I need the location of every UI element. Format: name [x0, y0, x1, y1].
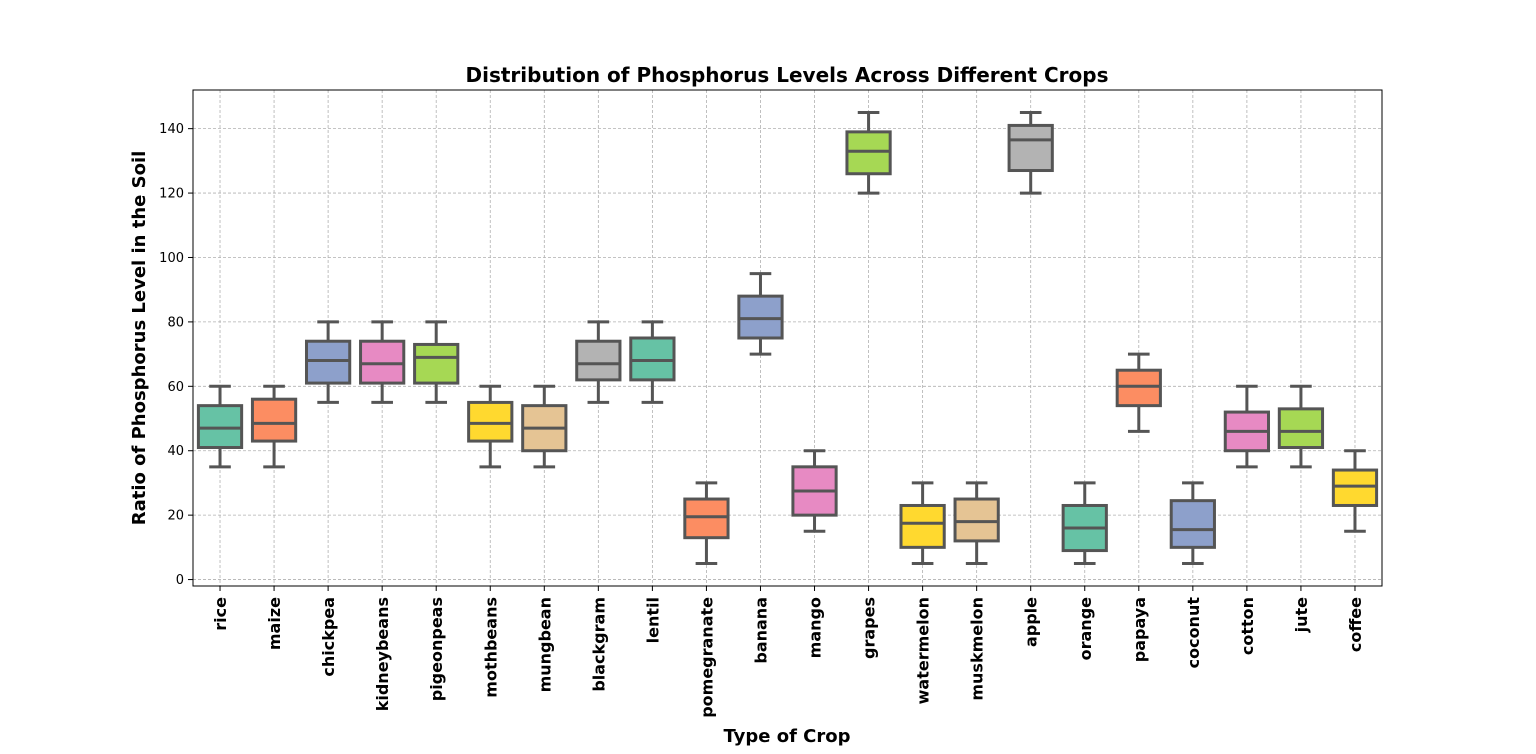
iqr-box: [1169, 499, 1216, 549]
x-tick-label: jute: [1292, 597, 1311, 634]
y-axis-ticks: 0 20 40 60 80 100 120 140: [159, 122, 193, 588]
x-tick-label: cotton: [1238, 597, 1257, 655]
box-mothbeans: [467, 384, 514, 469]
x-tick-label: muskmelon: [968, 597, 987, 701]
y-tick-label: 120: [159, 187, 184, 202]
iqr-box: [304, 339, 352, 385]
x-tick-label: mango: [806, 597, 825, 658]
y-tick-label: 140: [159, 122, 184, 137]
iqr-box: [250, 397, 298, 443]
box-kidneybeans: [359, 320, 406, 404]
box-pomegranate: [683, 481, 730, 565]
x-tick-label: pigeonpeas: [427, 597, 446, 701]
box-orange: [1061, 481, 1108, 565]
box-coffee: [1331, 449, 1379, 533]
y-tick-label: 40: [167, 444, 184, 459]
x-tick-label: orange: [1076, 597, 1095, 661]
iqr-box: [1331, 468, 1379, 507]
box-chickpea: [304, 320, 352, 404]
iqr-box: [683, 497, 730, 540]
box-muskmelon: [953, 481, 1000, 565]
chart-title: Distribution of Phosphorus Levels Across…: [465, 63, 1108, 87]
x-tick-label: grapes: [860, 597, 879, 659]
y-axis-label: Ratio of Phosphorus Level in the Soil: [129, 151, 150, 526]
x-tick-label: mothbeans: [481, 597, 500, 698]
y-tick-label: 100: [159, 251, 184, 266]
iqr-box: [1007, 123, 1054, 173]
x-axis-ticks: rice maize chickpea kidneybeans pigeonpeas mo…: [211, 586, 1365, 718]
x-tick-label: papaya: [1130, 597, 1149, 662]
x-tick-label: mungbean: [535, 597, 554, 692]
x-tick-label: rice: [211, 597, 230, 631]
box-blackgram: [575, 320, 622, 404]
box-mungbean: [521, 384, 568, 469]
x-tick-label: kidneybeans: [373, 597, 392, 711]
iqr-box: [467, 400, 514, 443]
box-grapes: [845, 111, 892, 195]
box-apple: [1007, 111, 1054, 195]
box-cotton: [1223, 384, 1271, 469]
iqr-box: [196, 404, 244, 450]
x-tick-label: apple: [1022, 597, 1041, 647]
iqr-box: [629, 336, 676, 382]
x-axis-label: Type of Crop: [723, 726, 850, 747]
x-tick-label: maize: [265, 597, 284, 650]
box-rice: [196, 384, 244, 469]
box-watermelon: [899, 481, 946, 565]
x-tick-label: blackgram: [589, 597, 608, 692]
x-tick-label: coffee: [1346, 597, 1365, 652]
box-pigeonpeas: [413, 320, 460, 404]
iqr-box: [737, 294, 784, 340]
iqr-box: [953, 497, 1000, 543]
box-papaya: [1115, 352, 1162, 433]
x-tick-label: chickpea: [319, 597, 338, 677]
plot-frame: [192, 89, 1383, 587]
iqr-box: [1277, 407, 1325, 450]
iqr-box: [575, 339, 622, 382]
box-lentil: [629, 320, 676, 404]
x-tick-label: watermelon: [914, 597, 933, 704]
box-banana: [737, 272, 784, 356]
box-jute: [1277, 384, 1325, 469]
box-coconut: [1169, 481, 1216, 565]
iqr-box: [1115, 368, 1162, 408]
box-mango: [791, 449, 838, 533]
x-tick-label: banana: [751, 597, 770, 664]
y-tick-label: 0: [176, 573, 184, 588]
iqr-box: [359, 339, 406, 385]
x-tick-label: coconut: [1184, 597, 1203, 669]
y-tick-label: 80: [167, 315, 184, 330]
iqr-box: [845, 130, 892, 176]
iqr-box: [899, 503, 946, 549]
y-tick-label: 20: [167, 509, 184, 524]
box-layer: [196, 111, 1379, 565]
x-tick-label: pomegranate: [697, 597, 716, 718]
iqr-box: [413, 342, 460, 385]
y-tick-label: 60: [167, 380, 184, 395]
box-maize: [250, 384, 298, 469]
x-tick-label: lentil: [643, 597, 662, 643]
